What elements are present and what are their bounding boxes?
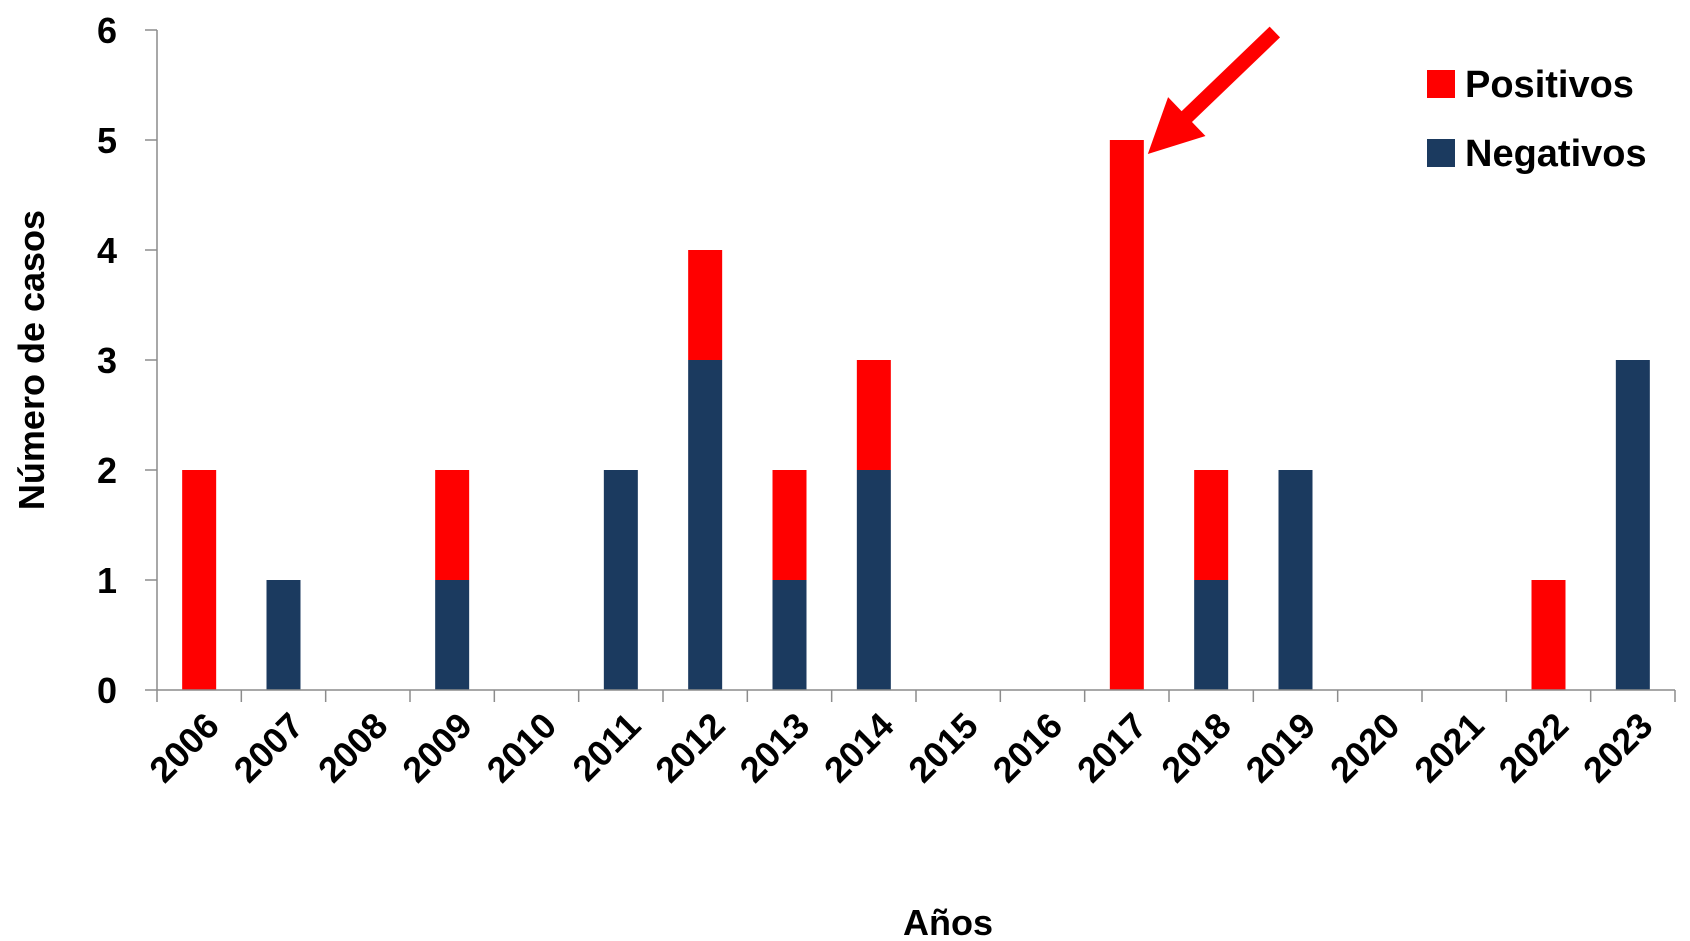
arrow-shaft — [1180, 26, 1281, 124]
bar-negativos-2009 — [435, 580, 470, 690]
x-tick-label: 2014 — [816, 705, 902, 791]
x-tick-label: 2007 — [226, 705, 312, 791]
axes-layer — [156, 30, 1675, 691]
x-tick-label: 2022 — [1491, 705, 1577, 791]
x-tick-label: 2019 — [1238, 705, 1324, 791]
bar-negativos-2023 — [1615, 360, 1650, 690]
bar-positivos-2022 — [1531, 580, 1566, 690]
x-tick-label: 2011 — [564, 705, 648, 789]
y-tick-label: 5 — [97, 120, 117, 161]
bar-positivos-2018 — [1194, 470, 1229, 580]
legend-label-negativos: Negativos — [1465, 133, 1647, 175]
x-tick-label: 2023 — [1575, 705, 1661, 791]
y-tick-label: 0 — [97, 670, 117, 711]
y-tick-label: 4 — [97, 230, 117, 271]
bar-negativos-2019 — [1278, 470, 1313, 690]
x-tick-label: 2009 — [394, 705, 480, 791]
arrow-head — [1147, 97, 1206, 154]
y-axis-title: Número de casos — [11, 210, 52, 510]
x-tick-label: 2020 — [1322, 705, 1408, 791]
bar-positivos-2012 — [688, 250, 723, 360]
x-tick-label: 2017 — [1069, 705, 1155, 791]
bar-negativos-2011 — [603, 470, 638, 690]
x-tick-label: 2010 — [479, 705, 565, 791]
bar-negativos-2007 — [266, 580, 301, 690]
legend: Positivos Negativos — [1427, 64, 1647, 175]
annotation-arrow — [1147, 26, 1281, 154]
bar-negativos-2014 — [856, 470, 891, 690]
y-tick-label: 2 — [97, 450, 117, 491]
y-tick-label: 6 — [97, 10, 117, 51]
bar-negativos-2018 — [1194, 580, 1229, 690]
bar-positivos-2017 — [1109, 140, 1144, 690]
y-ticks-layer: 0 1 2 3 4 5 6 — [97, 10, 157, 711]
bar-negativos-2013 — [772, 580, 807, 690]
x-tick-label: 2013 — [732, 705, 818, 791]
bar-positivos-2013 — [772, 470, 807, 580]
x-tick-label: 2018 — [1153, 705, 1239, 791]
x-tick-label: 2006 — [141, 705, 227, 791]
bars-layer — [182, 140, 1650, 690]
x-tick-label: 2008 — [310, 705, 396, 791]
x-tick-label: 2015 — [900, 705, 986, 791]
y-tick-label: 3 — [97, 340, 117, 381]
bar-positivos-2009 — [435, 470, 470, 580]
bar-positivos-2014 — [856, 360, 891, 470]
bar-negativos-2012 — [688, 360, 723, 690]
x-tick-label: 2012 — [647, 705, 733, 791]
x-tick-label: 2021 — [1406, 705, 1492, 791]
legend-label-positivos: Positivos — [1465, 64, 1634, 106]
legend-swatch-positivos — [1427, 70, 1455, 98]
legend-swatch-negativos — [1427, 139, 1455, 167]
x-tick-label: 2016 — [985, 705, 1071, 791]
y-tick-label: 1 — [97, 560, 117, 601]
x-axis-title: Años — [903, 902, 993, 941]
bar-positivos-2006 — [182, 470, 217, 690]
